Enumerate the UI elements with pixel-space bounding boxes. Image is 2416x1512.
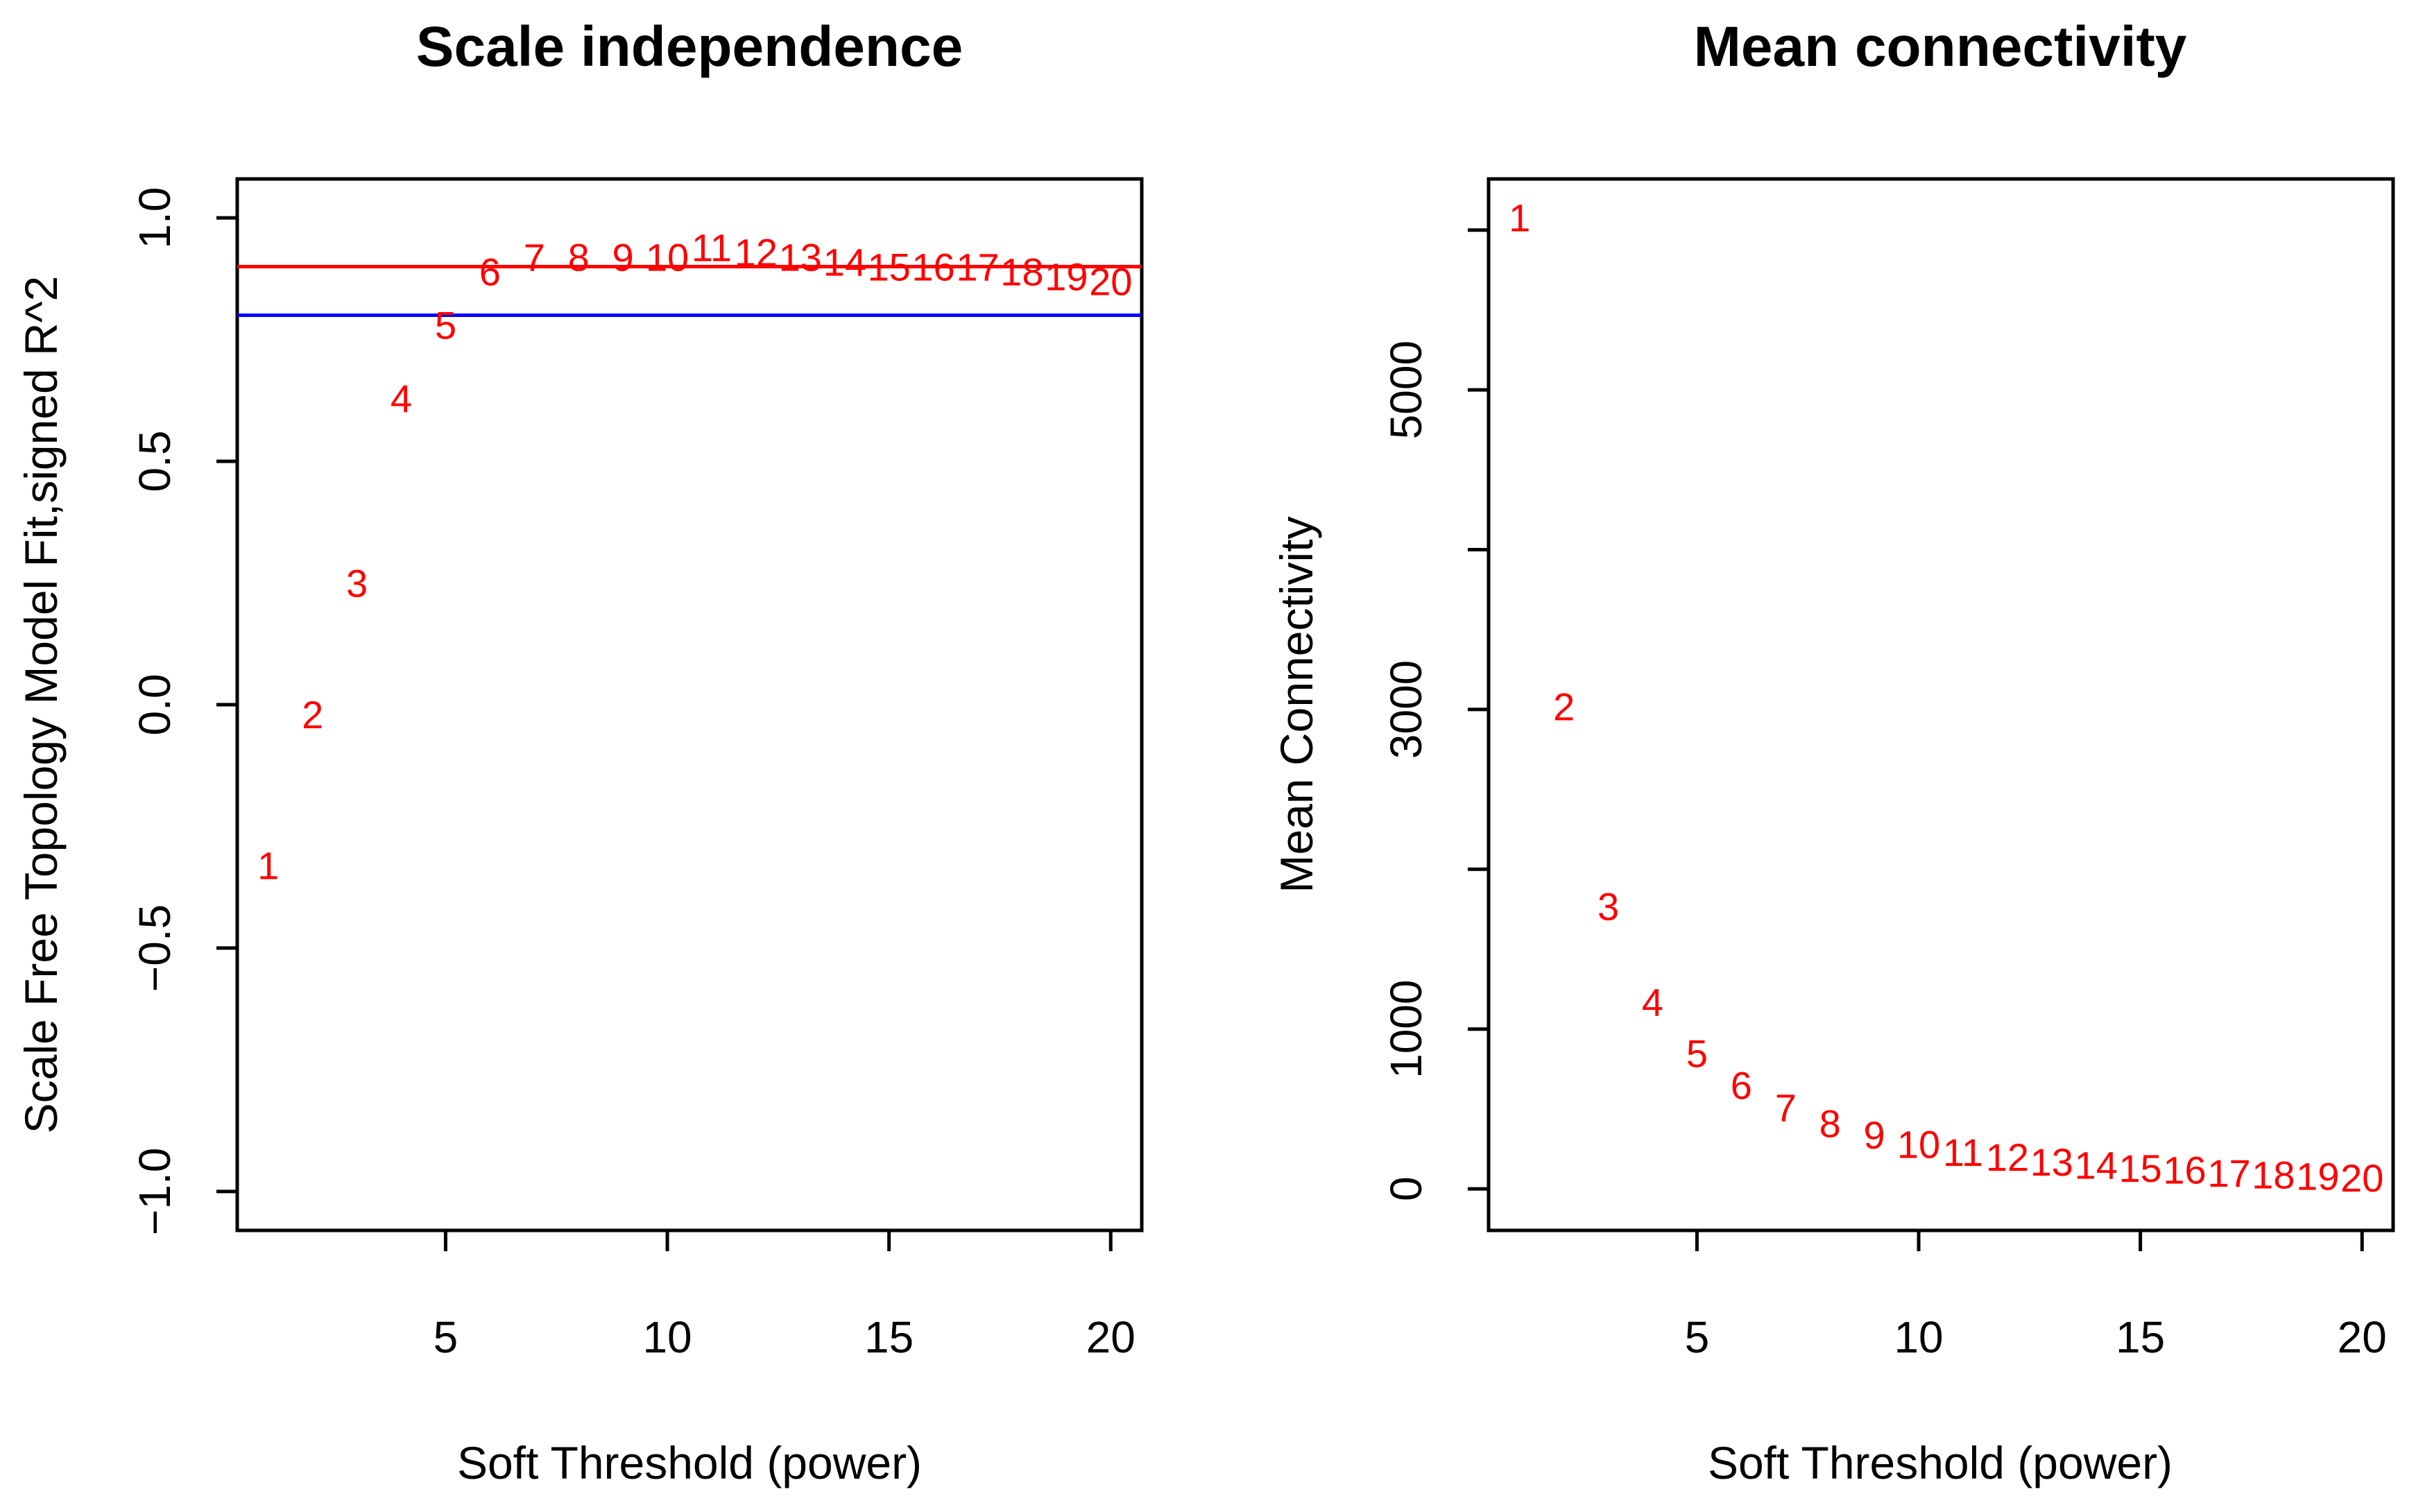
data-point: 8	[568, 235, 590, 279]
scale-independence-panel: Scale independence Soft Threshold (power…	[15, 15, 1144, 1488]
data-point: 2	[302, 693, 323, 737]
y-tick-label: −1.0	[130, 1148, 180, 1235]
plot-frame	[1487, 177, 2395, 1232]
data-point: 10	[1897, 1123, 1940, 1167]
data-point: 9	[612, 235, 634, 279]
y-tick-label: 1000	[1381, 980, 1431, 1079]
x-axis-label: Soft Threshold (power)	[1708, 1437, 2173, 1488]
x-tick-label: 20	[1086, 1312, 1136, 1362]
data-point: 15	[2118, 1146, 2161, 1190]
data-point: 12	[735, 230, 778, 274]
data-point: 19	[1045, 255, 1088, 298]
data-point: 16	[2163, 1148, 2206, 1192]
data-point: 5	[1686, 1031, 1708, 1075]
data-point: 18	[1000, 250, 1043, 293]
data-point: 12	[1986, 1135, 2029, 1179]
y-tick-label: 0	[1381, 1176, 1431, 1201]
data-point: 13	[779, 235, 822, 279]
x-tick-label: 15	[864, 1312, 914, 1362]
x-tick-label: 10	[642, 1312, 692, 1362]
data-point: 6	[1731, 1063, 1752, 1107]
data-point: 1	[257, 844, 279, 888]
x-tick-label: 5	[434, 1312, 459, 1362]
y-tick-label: 5000	[1381, 341, 1431, 439]
mean-connectivity-panel: Mean connectivity Soft Threshold (power)…	[1271, 15, 2395, 1488]
data-point: 3	[1597, 884, 1619, 928]
x-tick-label: 15	[2116, 1312, 2165, 1362]
x-tick-label: 5	[1685, 1312, 1710, 1362]
data-point: 5	[435, 304, 456, 347]
data-point: 4	[1642, 981, 1663, 1024]
data-point: 3	[346, 562, 368, 605]
data-point: 19	[2296, 1155, 2339, 1199]
data-point: 14	[2075, 1144, 2118, 1187]
y-tick-label: 1.0	[130, 187, 180, 249]
x-axis-label: Soft Threshold (power)	[457, 1437, 922, 1488]
chart-title: Mean connectivity	[1694, 15, 2187, 78]
data-point: 17	[2207, 1151, 2250, 1195]
data-point: 11	[692, 225, 732, 269]
data-point: 9	[1864, 1113, 1885, 1157]
y-tick-label: 0.5	[130, 431, 180, 492]
data-point: 6	[479, 250, 501, 293]
x-tick-label: 20	[2338, 1312, 2387, 1362]
data-point: 4	[391, 377, 412, 420]
data-point: 7	[1775, 1086, 1797, 1130]
data-point: 18	[2252, 1153, 2295, 1196]
data-point: 10	[646, 235, 689, 279]
y-axis-label: Scale Free Topology Model Fit,signed R^2	[15, 276, 67, 1134]
y-tick-label: 0.0	[130, 674, 180, 736]
data-point: 15	[867, 245, 910, 289]
data-point: 11	[1943, 1131, 1983, 1174]
data-point: 8	[1819, 1102, 1841, 1146]
y-tick-label: −0.5	[130, 904, 180, 992]
chart-title: Scale independence	[416, 15, 963, 78]
y-tick-label: 3000	[1381, 660, 1431, 759]
data-point: 1	[1509, 196, 1530, 239]
data-point: 2	[1553, 685, 1575, 728]
data-point: 7	[524, 235, 545, 279]
data-point: 20	[1089, 259, 1132, 303]
plot-frame	[235, 177, 1144, 1232]
data-point: 13	[2030, 1140, 2073, 1184]
data-point: 17	[956, 245, 999, 289]
data-point: 20	[2340, 1156, 2383, 1200]
data-point: 16	[911, 245, 954, 289]
x-tick-label: 10	[1894, 1312, 1943, 1362]
y-axis-label: Mean Connectivity	[1271, 517, 1322, 893]
data-point: 14	[823, 240, 866, 284]
